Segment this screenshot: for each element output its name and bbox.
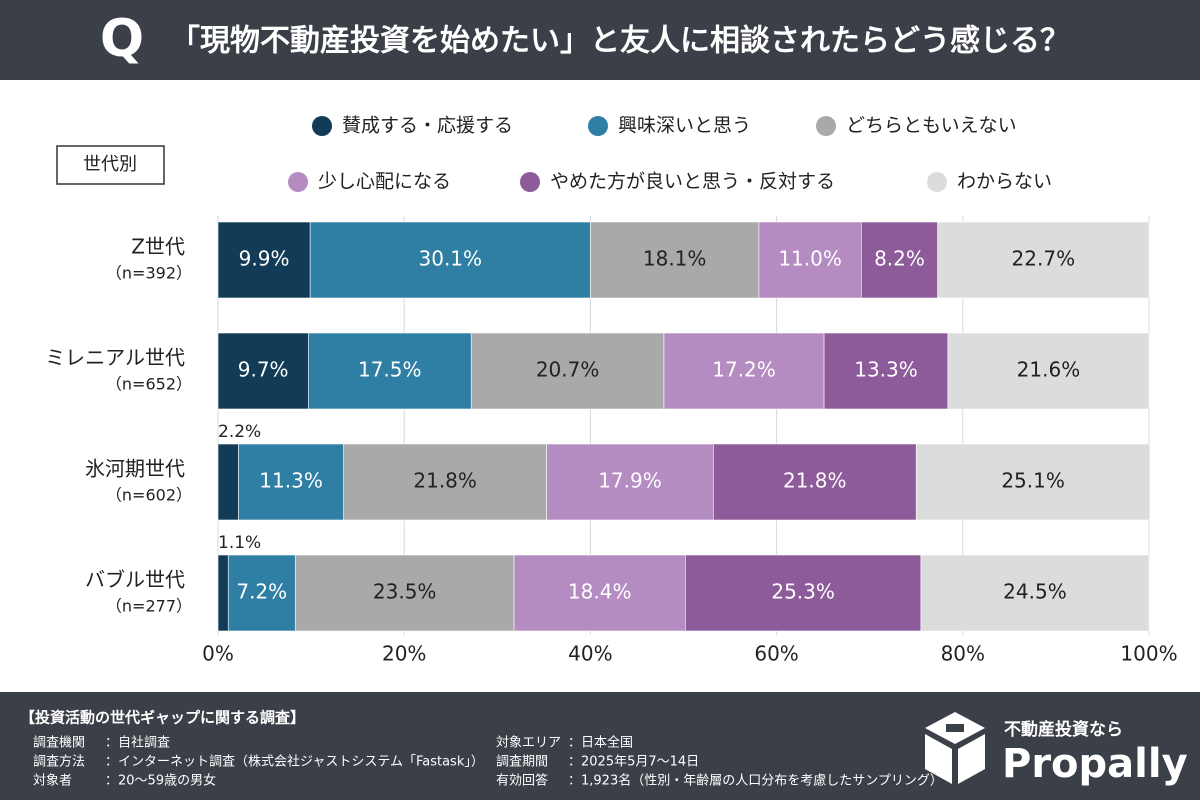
x-tick-label: 100%	[1120, 642, 1177, 666]
x-tick-label: 80%	[941, 642, 985, 666]
value-label: 2.2%	[218, 422, 261, 442]
bar-segment	[663, 332, 825, 410]
bar-segment	[238, 443, 344, 521]
category-label: 氷河期世代	[85, 457, 185, 481]
title: 「現物不動産投資を始めたい」と友人に相談されたらどう感じる？	[170, 24, 1070, 59]
value-label: 7.2%	[236, 580, 287, 604]
value-label: 1.1%	[218, 533, 261, 553]
footer-title: 【投資活動の世代ギャップに関する調査】	[20, 709, 305, 727]
footer-key: 調査機関	[33, 736, 85, 751]
bar-segment	[308, 332, 472, 410]
value-label: 20.7%	[536, 358, 600, 382]
value-label: 11.3%	[259, 469, 323, 493]
value-label: 18.4%	[568, 580, 632, 604]
value-label: 21.6%	[1017, 358, 1081, 382]
bar-segment	[217, 554, 229, 632]
value-label: 21.8%	[783, 469, 847, 493]
legend-label: どちらともいえない	[846, 115, 1017, 137]
value-label: 13.3%	[854, 358, 918, 382]
footer-band	[0, 692, 1200, 800]
bar-segment	[309, 221, 591, 299]
value-label: 9.9%	[239, 247, 290, 271]
bar-segment	[546, 443, 714, 521]
legend-marker	[927, 172, 947, 192]
tag-box	[56, 145, 165, 185]
x-tick-label: 0%	[202, 642, 234, 666]
legend-marker	[816, 116, 836, 136]
sample-size: （n=277）	[106, 597, 192, 616]
footer-value: ：インターネット調査（株式会社ジャストシステム「Fastask」）	[105, 754, 484, 770]
bar-segment	[823, 332, 949, 410]
value-label: 9.7%	[238, 358, 289, 382]
legend-label: 賛成する・応援する	[342, 115, 513, 137]
bar-segment	[217, 221, 311, 299]
value-label: 23.5%	[373, 580, 437, 604]
category-label: バブル世代	[85, 568, 185, 592]
legend-marker	[312, 116, 332, 136]
footer-key: 調査方法	[33, 754, 85, 770]
bar-segment	[685, 554, 922, 632]
value-label: 30.1%	[419, 247, 483, 271]
footer-value: ：20〜59歳の男女	[105, 773, 216, 789]
footer-value: ：1,923名（性別・年齢層の人口分布を考慮したサンプリング）	[568, 773, 943, 789]
tag: 世代別	[83, 154, 137, 175]
legend-label: 興味深いと思う	[618, 115, 751, 137]
bar-segment	[712, 443, 917, 521]
category-label: Z世代	[131, 235, 185, 259]
bar-segment	[758, 221, 862, 299]
brand: Propally	[1002, 741, 1188, 787]
footer-key: 有効回答	[496, 773, 548, 789]
bar-segment	[915, 443, 1151, 521]
legend-marker	[588, 116, 608, 136]
footer-value: ：自社調査	[105, 735, 170, 751]
legend-label: 少し心配になる	[318, 171, 451, 193]
footer-key: 対象エリア	[496, 736, 561, 751]
bar-segment	[920, 554, 1150, 632]
bar-segment	[217, 443, 239, 521]
value-label: 18.1%	[643, 247, 707, 271]
bar-segment	[294, 554, 515, 632]
value-label: 8.2%	[874, 247, 925, 271]
x-tick-label: 60%	[754, 642, 798, 666]
value-label: 25.3%	[771, 580, 835, 604]
legend-marker	[520, 172, 540, 192]
legend-label: わからない	[957, 171, 1052, 193]
bar-segment	[470, 332, 665, 410]
sample-size: （n=652）	[106, 375, 192, 394]
x-tick-label: 40%	[568, 642, 612, 666]
value-label: 17.5%	[358, 358, 422, 382]
footer-key: 対象者	[33, 774, 72, 789]
footer-key: 調査期間	[496, 755, 548, 770]
bar-segment	[227, 554, 296, 632]
logo-icon	[925, 712, 985, 784]
sample-size: （n=392）	[106, 264, 192, 283]
bar-segment	[343, 443, 547, 521]
bar-segment	[937, 221, 1150, 299]
bar-segment	[590, 221, 760, 299]
footer-value: ：日本全国	[568, 735, 633, 751]
q-icon: Q	[100, 9, 144, 69]
bar-segment	[513, 554, 686, 632]
x-tick-label: 20%	[382, 642, 426, 666]
value-label: 24.5%	[1003, 580, 1067, 604]
value-label: 22.7%	[1012, 247, 1076, 271]
value-label: 21.8%	[413, 469, 477, 493]
value-label: 25.1%	[1001, 469, 1065, 493]
bar-segment	[217, 332, 309, 410]
legend-label: やめた方が良いと思う・反対する	[550, 171, 835, 193]
value-label: 17.9%	[598, 469, 662, 493]
legend-marker	[288, 172, 308, 192]
bar-segment	[861, 221, 938, 299]
category-label: ミレニアル世代	[45, 346, 185, 370]
header-band	[0, 0, 1200, 80]
tagline: 不動産投資なら	[1004, 719, 1123, 740]
value-label: 11.0%	[778, 247, 842, 271]
value-label: 17.2%	[712, 358, 776, 382]
footer-value: ：2025年5月7〜14日	[568, 755, 699, 770]
sample-size: （n=602）	[106, 486, 192, 505]
bar-segment	[947, 332, 1150, 410]
